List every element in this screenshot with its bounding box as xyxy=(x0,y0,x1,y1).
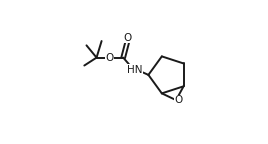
Text: O: O xyxy=(124,33,132,43)
Text: O: O xyxy=(174,95,183,105)
Text: HN: HN xyxy=(127,65,143,75)
Text: O: O xyxy=(105,53,114,63)
